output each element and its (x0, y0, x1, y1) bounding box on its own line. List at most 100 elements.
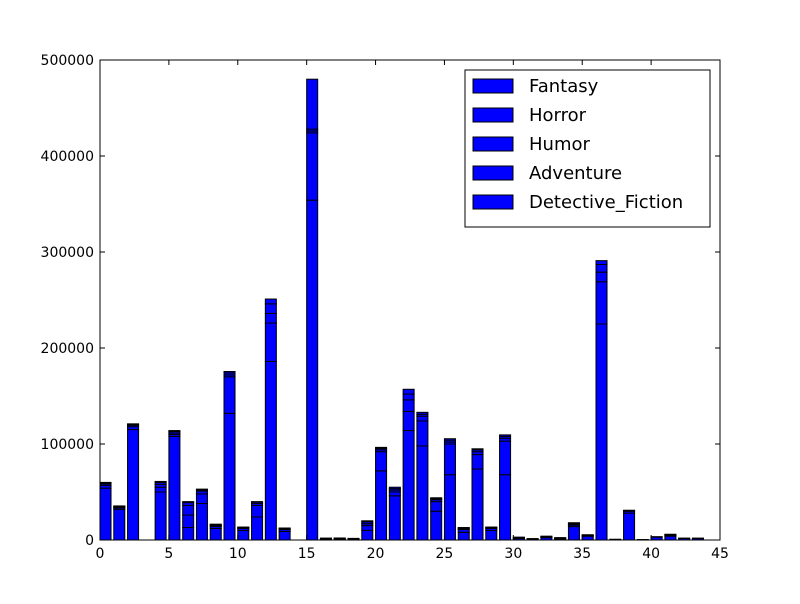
x-tick-label: 45 (711, 546, 729, 562)
bar-detective-fiction (182, 501, 195, 504)
bar-detective-fiction (278, 527, 291, 529)
bar-detective-fiction (251, 501, 264, 503)
x-tick-label: 0 (96, 546, 105, 562)
bar-detective-fiction (664, 533, 677, 536)
legend-swatch (472, 165, 514, 181)
bar-horror (443, 443, 456, 476)
bar-detective-fiction (264, 298, 277, 305)
bar-horror (595, 281, 608, 325)
bar-detective-fiction (430, 497, 443, 500)
bar-fantasy (278, 530, 291, 541)
bar-horror (664, 535, 677, 541)
bar-humor (678, 537, 691, 540)
ticks-layer: 0 5 10 15 20 25 30 35 40 45 0 100000 200000 300000 400… (41, 53, 729, 562)
bar-humor (691, 537, 704, 540)
bar-fantasy (168, 435, 181, 541)
x-tick-label: 40 (642, 546, 660, 562)
bar-detective-fiction (457, 527, 470, 529)
bar-horror (402, 410, 415, 432)
legend-swatch (472, 78, 514, 94)
bar-fantasy (251, 516, 264, 541)
bar-humor (402, 399, 415, 412)
bar-detective-fiction (581, 534, 594, 536)
bar-horror (499, 440, 512, 476)
bar-detective-fiction (99, 481, 112, 484)
bar-humor (182, 504, 195, 516)
legend-label: Adventure (529, 163, 622, 184)
bar-fantasy (416, 445, 429, 541)
bar-detective-fiction (361, 520, 374, 523)
bar-detective-fiction (388, 486, 401, 490)
legend-swatch (472, 107, 514, 123)
bar-detective-fiction (623, 509, 636, 512)
bar-fantasy (154, 491, 167, 541)
bar-detective-fiction (485, 526, 498, 529)
bar-horror (361, 525, 374, 531)
y-tick-label: 200000 (41, 341, 94, 357)
bar-horror (182, 514, 195, 529)
bar-detective-fiction (154, 480, 167, 483)
y-tick-label: 500000 (41, 53, 94, 69)
y-tick-label: 0 (85, 533, 94, 549)
bar-horror (264, 322, 277, 362)
bar-fantasy (499, 474, 512, 541)
bar-detective-fiction (306, 78, 319, 130)
bar-fantasy (113, 508, 126, 541)
x-tick-label: 25 (436, 546, 454, 562)
legend-label: Detective_Fiction (529, 192, 683, 213)
bar-fantasy (223, 412, 236, 541)
bars-layer (99, 78, 704, 541)
bar-detective-fiction (333, 537, 346, 539)
bar-humor (264, 312, 277, 324)
bar-fantasy (306, 199, 319, 541)
legend-label: Fantasy (529, 76, 599, 97)
bar-horror (251, 504, 264, 518)
bar-detective-fiction (443, 438, 456, 441)
bar-horror (154, 486, 167, 493)
y-tick-label: 400000 (41, 149, 94, 165)
bar-humor (595, 271, 608, 283)
bar-fantasy (430, 510, 443, 541)
legend: Fantasy Horror Humor Adventure Detective_Fic… (464, 69, 711, 228)
bar-horror (306, 132, 319, 201)
bar-detective-fiction (499, 434, 512, 437)
bar-detective-fiction (512, 536, 525, 539)
bar-detective-fiction (402, 388, 415, 395)
bar-fantasy (471, 468, 484, 541)
plot-frame (99, 59, 721, 541)
x-tick-label: 35 (573, 546, 591, 562)
bar-detective-fiction (168, 430, 181, 433)
y-tick-label: 300000 (41, 245, 94, 261)
legend-label: Humor (529, 134, 590, 155)
bar-horror (471, 454, 484, 470)
x-tick-label: 20 (367, 546, 385, 562)
bar-fantasy (182, 527, 195, 541)
bar-humor (526, 538, 539, 540)
bar-fantasy (485, 529, 498, 541)
bar-horror (623, 512, 636, 541)
bar-adventure (595, 263, 608, 273)
bar-detective-fiction (319, 537, 332, 540)
bar-detective-fiction (237, 526, 250, 529)
bar-fantasy (402, 430, 415, 541)
bar-fantasy (195, 503, 208, 541)
legend-swatch (472, 194, 514, 210)
bar-detective-fiction (567, 522, 580, 524)
bar-detective-fiction (113, 505, 126, 507)
bar-horror (195, 493, 208, 505)
bar-horror (581, 535, 594, 541)
bar-detective-fiction (195, 488, 208, 491)
legend-label: Horror (529, 105, 587, 126)
bar-fantasy (209, 527, 222, 541)
bar-detective-fiction (127, 423, 140, 425)
x-tick-label: 10 (229, 546, 247, 562)
x-tick-label: 15 (298, 546, 316, 562)
bar-horror (430, 501, 443, 512)
bar-horror (375, 451, 388, 472)
bar-detective-fiction (554, 537, 567, 539)
bar-fantasy (457, 531, 470, 541)
legend-swatch (472, 136, 514, 152)
y-tick-label: 100000 (41, 437, 94, 453)
